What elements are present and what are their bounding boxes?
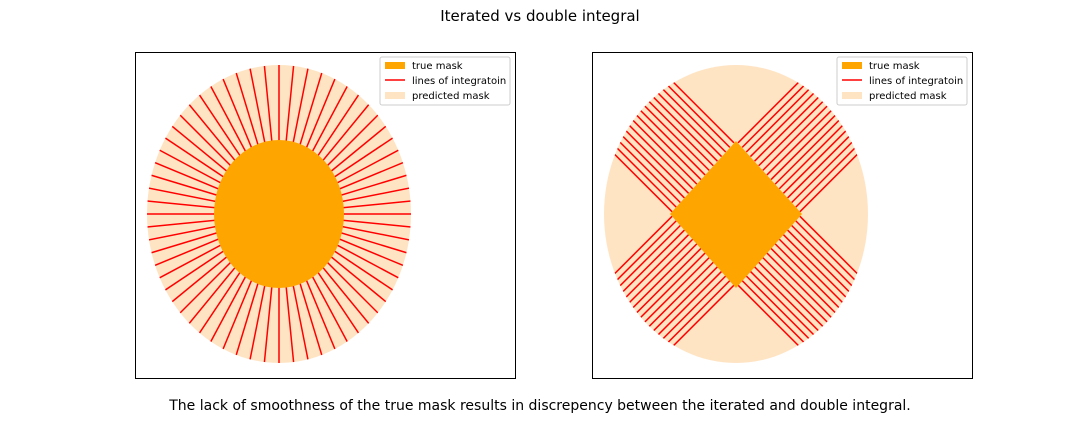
legend-label-predicted-mask: predicted mask [412, 91, 490, 102]
integration-line [604, 224, 681, 363]
right-legend: true mask lines of integratoin predicted… [836, 56, 968, 106]
right-panel: true mask lines of integratoin predicted… [592, 52, 973, 379]
legend-label-lines: lines of integratoin [412, 76, 506, 87]
legend-label-lines: lines of integratoin [869, 76, 963, 87]
legend-label-predicted-mask: predicted mask [869, 91, 947, 102]
figure-caption: The lack of smoothness of the true mask … [168, 398, 911, 414]
right-legend-box [836, 56, 968, 106]
integration-line [604, 65, 681, 204]
left-legend: true mask lines of integratoin predicted… [379, 56, 511, 106]
integration-line [795, 65, 868, 208]
left-true-mask [214, 140, 344, 288]
legend-swatch-predicted-mask [385, 92, 405, 99]
integration-line [604, 215, 673, 363]
integration-line [795, 220, 868, 363]
integration-line [604, 65, 673, 213]
right-true-mask [670, 141, 802, 288]
legend-swatch-predicted-mask [842, 92, 862, 99]
legend-swatch-true-mask [842, 62, 862, 69]
integration-line [791, 224, 868, 363]
integration-line [604, 65, 677, 208]
legend-swatch-true-mask [385, 62, 405, 69]
integration-line [799, 215, 868, 363]
integration-line [791, 65, 868, 204]
left-panel: true mask lines of integratoin predicted… [135, 52, 516, 379]
left-legend-box [379, 56, 511, 106]
legend-label-true-mask: true mask [869, 61, 920, 72]
integration-line [799, 65, 868, 213]
legend-label-true-mask: true mask [412, 61, 463, 72]
figure-title: Iterated vs double integral [440, 7, 639, 25]
integration-line [604, 220, 677, 363]
